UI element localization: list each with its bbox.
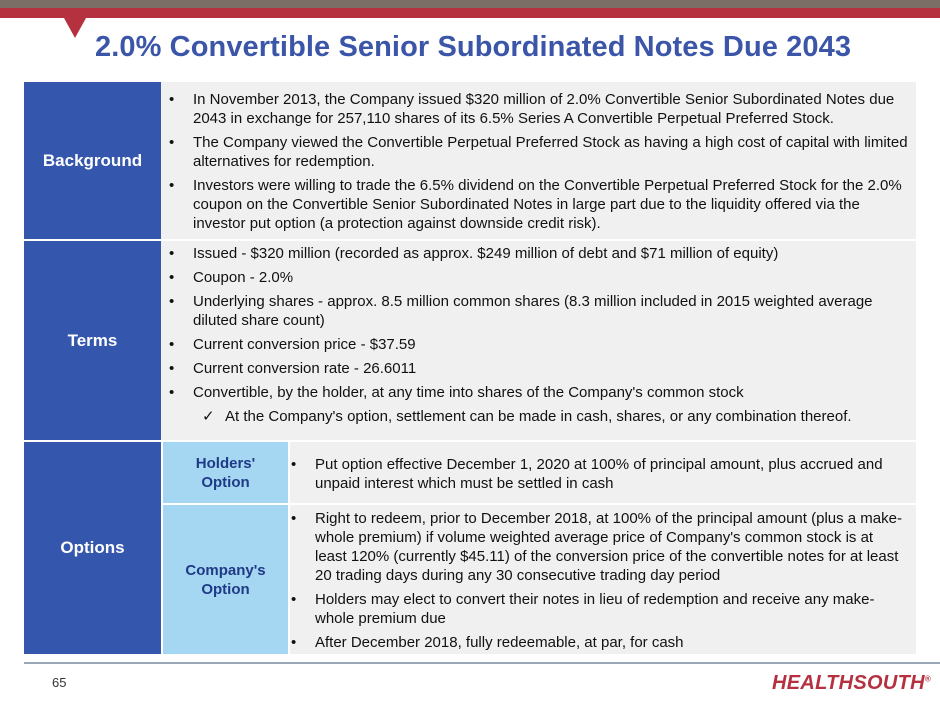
company-option-bullets: • Right to redeem, prior to December 2018… <box>291 509 903 657</box>
background-label: Background <box>24 82 161 239</box>
bullet-text: Coupon - 2.0% <box>193 269 294 286</box>
bullet-glyph: • <box>291 634 297 651</box>
company-option-label-text: Company's Option <box>185 561 266 598</box>
bullet-text: Underlying shares - approx. 8.5 million … <box>193 293 873 329</box>
holders-option-label-text: Holders' Option <box>195 454 256 491</box>
list-item: • Issued - $320 million (recorded as appr… <box>169 244 909 263</box>
list-item: • Coupon - 2.0% <box>169 268 909 287</box>
bullet-glyph: • <box>169 134 175 151</box>
row-divider <box>24 239 916 241</box>
bullet-glyph: • <box>169 245 175 262</box>
bullet-text: Current conversion price - $37.59 <box>193 336 416 353</box>
bullet-text: Put option effective December 1, 2020 at… <box>315 456 883 492</box>
list-item: • Current conversion rate - 26.6011 <box>169 359 909 378</box>
bullet-glyph: • <box>291 456 297 473</box>
bullet-glyph: • <box>291 591 297 608</box>
terms-label: Terms <box>24 241 161 440</box>
bullet-text: Holders may elect to convert their notes… <box>315 591 875 627</box>
list-item: • Underlying shares - approx. 8.5 million… <box>169 292 909 330</box>
bullet-text: In November 2013, the Company issued $32… <box>193 91 895 127</box>
footer-rule <box>24 662 940 664</box>
list-item: • Current conversion price - $37.59 <box>169 335 909 354</box>
background-content: • In November 2013, the Company issued $3… <box>161 82 916 239</box>
company-option-content: • Right to redeem, prior to December 2018… <box>290 505 916 654</box>
sub-list-item: ✓ At the Company's option, settlement can… <box>169 407 909 426</box>
bullet-glyph: • <box>291 510 297 527</box>
list-item: • Put option effective December 1, 2020 a… <box>291 455 891 493</box>
background-bullets: • In November 2013, the Company issued $3… <box>169 90 909 238</box>
options-label-text: Options <box>60 538 125 557</box>
bullet-glyph: • <box>169 360 175 377</box>
options-label: Options <box>24 442 161 654</box>
list-item: • After December 2018, fully redeemable, … <box>291 633 903 652</box>
bullet-glyph: • <box>169 269 175 286</box>
checkmark-icon: ✓ <box>202 408 215 425</box>
bullet-text: The Company viewed the Convertible Perpe… <box>193 134 908 170</box>
bullet-text: Issued - $320 million (recorded as appro… <box>193 245 779 262</box>
holders-option-label: Holders' Option <box>163 442 288 503</box>
list-item: • The Company viewed the Convertible Perp… <box>169 133 909 171</box>
slide-title: 2.0% Convertible Senior Subordinated Not… <box>95 31 852 63</box>
terms-bullets: • Issued - $320 million (recorded as appr… <box>169 244 909 431</box>
sub-bullet-text: At the Company's option, settlement can … <box>225 408 852 425</box>
list-item: • Holders may elect to convert their note… <box>291 590 903 628</box>
bullet-text: After December 2018, fully redeemable, a… <box>315 634 684 651</box>
holders-option-bullets: • Put option effective December 1, 2020 a… <box>291 455 891 498</box>
bullet-text: Investors were willing to trade the 6.5%… <box>193 177 902 232</box>
top-gray-bar <box>0 0 940 8</box>
header-pointer-triangle <box>64 18 86 38</box>
bullet-glyph: • <box>169 293 175 310</box>
bullet-text: Convertible, by the holder, at any time … <box>193 384 744 401</box>
list-item: • Investors were willing to trade the 6.5… <box>169 176 909 233</box>
bullet-glyph: • <box>169 384 175 401</box>
logo-text: HEALTHSOUTH <box>772 672 925 694</box>
bullet-text: Right to redeem, prior to December 2018,… <box>315 510 902 584</box>
list-item: • Right to redeem, prior to December 2018… <box>291 509 903 585</box>
list-item: • In November 2013, the Company issued $3… <box>169 90 909 128</box>
bullet-glyph: • <box>169 336 175 353</box>
row-divider <box>24 440 916 442</box>
terms-label-text: Terms <box>67 330 118 350</box>
registered-mark: ® <box>924 674 932 684</box>
top-red-bar <box>0 8 940 18</box>
list-item: • Convertible, by the holder, at any time… <box>169 383 909 402</box>
bullet-glyph: • <box>169 91 175 108</box>
background-label-text: Background <box>42 150 143 170</box>
bullet-glyph: • <box>169 177 175 194</box>
terms-content: • Issued - $320 million (recorded as appr… <box>161 241 916 440</box>
holders-option-content: • Put option effective December 1, 2020 a… <box>290 442 916 503</box>
company-option-label: Company's Option <box>163 505 288 654</box>
bullet-text: Current conversion rate - 26.6011 <box>193 360 417 377</box>
page-number: 65 <box>52 675 67 690</box>
healthsouth-logo: HEALTHSOUTH® <box>772 672 931 695</box>
